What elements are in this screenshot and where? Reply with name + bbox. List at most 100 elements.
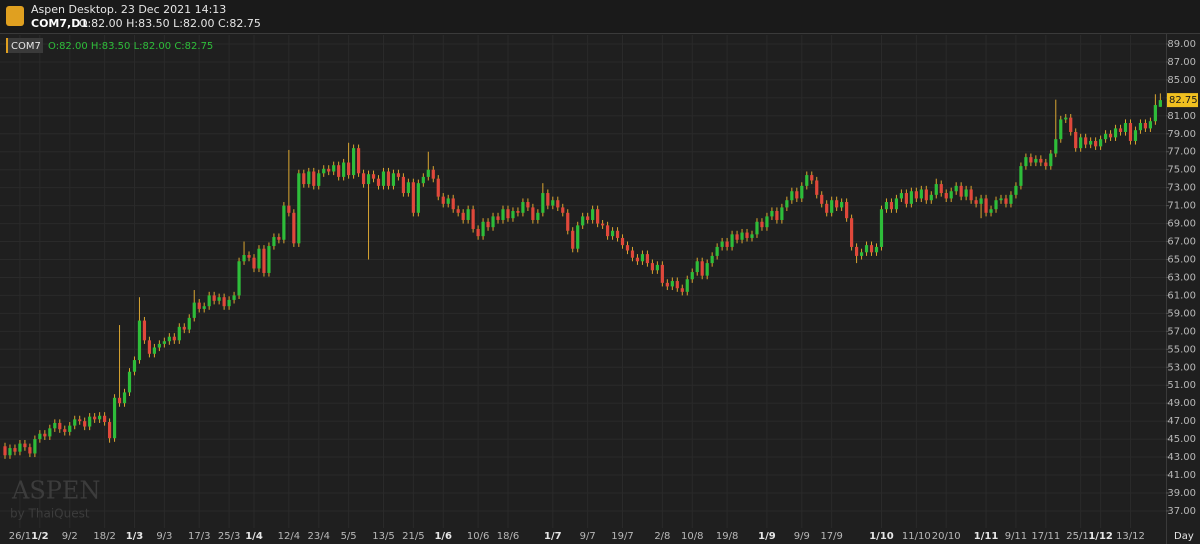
candle-body	[222, 297, 226, 307]
candle-body	[53, 422, 57, 429]
candle-body	[750, 234, 754, 238]
candle-body	[342, 162, 346, 177]
candle-body	[496, 216, 500, 220]
candle-body	[1034, 158, 1038, 163]
candle-body	[371, 174, 376, 179]
candle-body	[58, 422, 62, 430]
candle-body	[117, 397, 122, 404]
candle-body	[929, 194, 933, 201]
candle-body	[431, 169, 435, 179]
candle-body	[43, 433, 47, 437]
candle-body	[68, 425, 72, 432]
candle-body	[3, 446, 7, 456]
header-symbol: COM7,D1	[31, 17, 88, 30]
candle-body	[854, 246, 859, 256]
candle-body	[441, 196, 445, 204]
candle-body	[1074, 131, 1078, 149]
x-tick-label: 5/5	[341, 531, 357, 542]
candle-body	[8, 448, 12, 456]
y-tick-label: 61.00	[1167, 290, 1196, 301]
candle-body	[561, 207, 565, 213]
candle-body	[755, 221, 759, 235]
candle-body	[376, 178, 381, 186]
candle-body	[396, 173, 401, 177]
candle-body	[1084, 137, 1088, 145]
candle-body	[874, 246, 879, 253]
candle-body	[127, 371, 132, 393]
candle-body	[864, 245, 869, 253]
candle-body	[347, 162, 351, 176]
x-tick-label: 26/1	[9, 531, 31, 542]
candle-body	[411, 182, 415, 213]
candle-body	[167, 336, 171, 342]
y-tick-label: 71.00	[1167, 201, 1196, 212]
x-tick-label: 1/7	[544, 531, 562, 542]
candle-body	[267, 246, 271, 273]
x-tick-label: 9/9	[794, 531, 810, 542]
candle-body	[615, 230, 620, 238]
candle-body	[366, 174, 371, 185]
candle-body	[989, 209, 993, 213]
candle-body	[1039, 158, 1043, 163]
y-tick-label: 37.00	[1167, 506, 1196, 517]
candle-body	[506, 209, 510, 219]
candle-body	[63, 429, 67, 432]
last-price-tag	[1167, 93, 1198, 108]
candle-body	[576, 225, 580, 249]
candle-body	[98, 415, 102, 420]
candle-body	[207, 295, 211, 307]
candle-body	[899, 193, 903, 199]
candle-body	[1079, 137, 1083, 149]
candle-body	[1113, 128, 1118, 138]
candle-body	[386, 171, 391, 186]
y-tick-label: 43.00	[1167, 452, 1196, 463]
candle-body	[352, 148, 356, 176]
x-tick-label: 25/11	[1066, 531, 1095, 542]
x-tick-label: 9/7	[580, 531, 596, 542]
candle-body	[964, 189, 968, 197]
candle-body	[157, 343, 161, 348]
x-tick-label: 13/5	[372, 531, 394, 542]
candle-body	[461, 212, 465, 220]
x-tick-label: 10/8	[681, 531, 703, 542]
candle-body	[451, 198, 455, 210]
candle-body	[13, 448, 17, 452]
candle-body	[690, 272, 694, 280]
candle-body	[147, 340, 152, 354]
y-tick-label: 47.00	[1167, 416, 1196, 427]
candle-body	[810, 175, 814, 181]
candle-body	[770, 211, 774, 217]
candle-body	[999, 198, 1003, 201]
candle-body	[591, 209, 595, 220]
candle-body	[421, 176, 425, 184]
candle-body	[287, 205, 291, 213]
header-title: Aspen Desktop. 23 Dec 2021 14:13	[31, 3, 226, 16]
candle-body	[566, 212, 570, 231]
x-tick-label: 1/11	[974, 531, 999, 542]
candle-body	[1148, 121, 1152, 129]
candle-body	[112, 397, 117, 439]
candle-body	[924, 189, 928, 201]
candle-body	[655, 264, 659, 271]
candle-body	[869, 245, 874, 253]
x-tick-label: 1/4	[245, 531, 263, 542]
x-tick-label: 25/3	[218, 531, 240, 542]
candle-body	[78, 419, 82, 422]
y-tick-label: 79.00	[1167, 129, 1196, 140]
x-tick-label: 1/3	[126, 531, 144, 542]
y-tick-label: 45.00	[1167, 434, 1196, 445]
y-tick-label: 77.00	[1167, 147, 1196, 158]
x-tick-label: 2/8	[654, 531, 670, 542]
candle-body	[685, 279, 689, 292]
candle-body	[192, 302, 196, 318]
candle-body	[1128, 123, 1133, 141]
candle-body	[83, 421, 87, 427]
candle-body	[132, 360, 137, 372]
candle-body	[1138, 123, 1143, 131]
candle-body	[660, 264, 664, 283]
candle-body	[332, 165, 336, 172]
candle-body	[202, 306, 206, 309]
candle-body	[152, 347, 156, 354]
y-tick-label: 69.00	[1167, 219, 1196, 230]
